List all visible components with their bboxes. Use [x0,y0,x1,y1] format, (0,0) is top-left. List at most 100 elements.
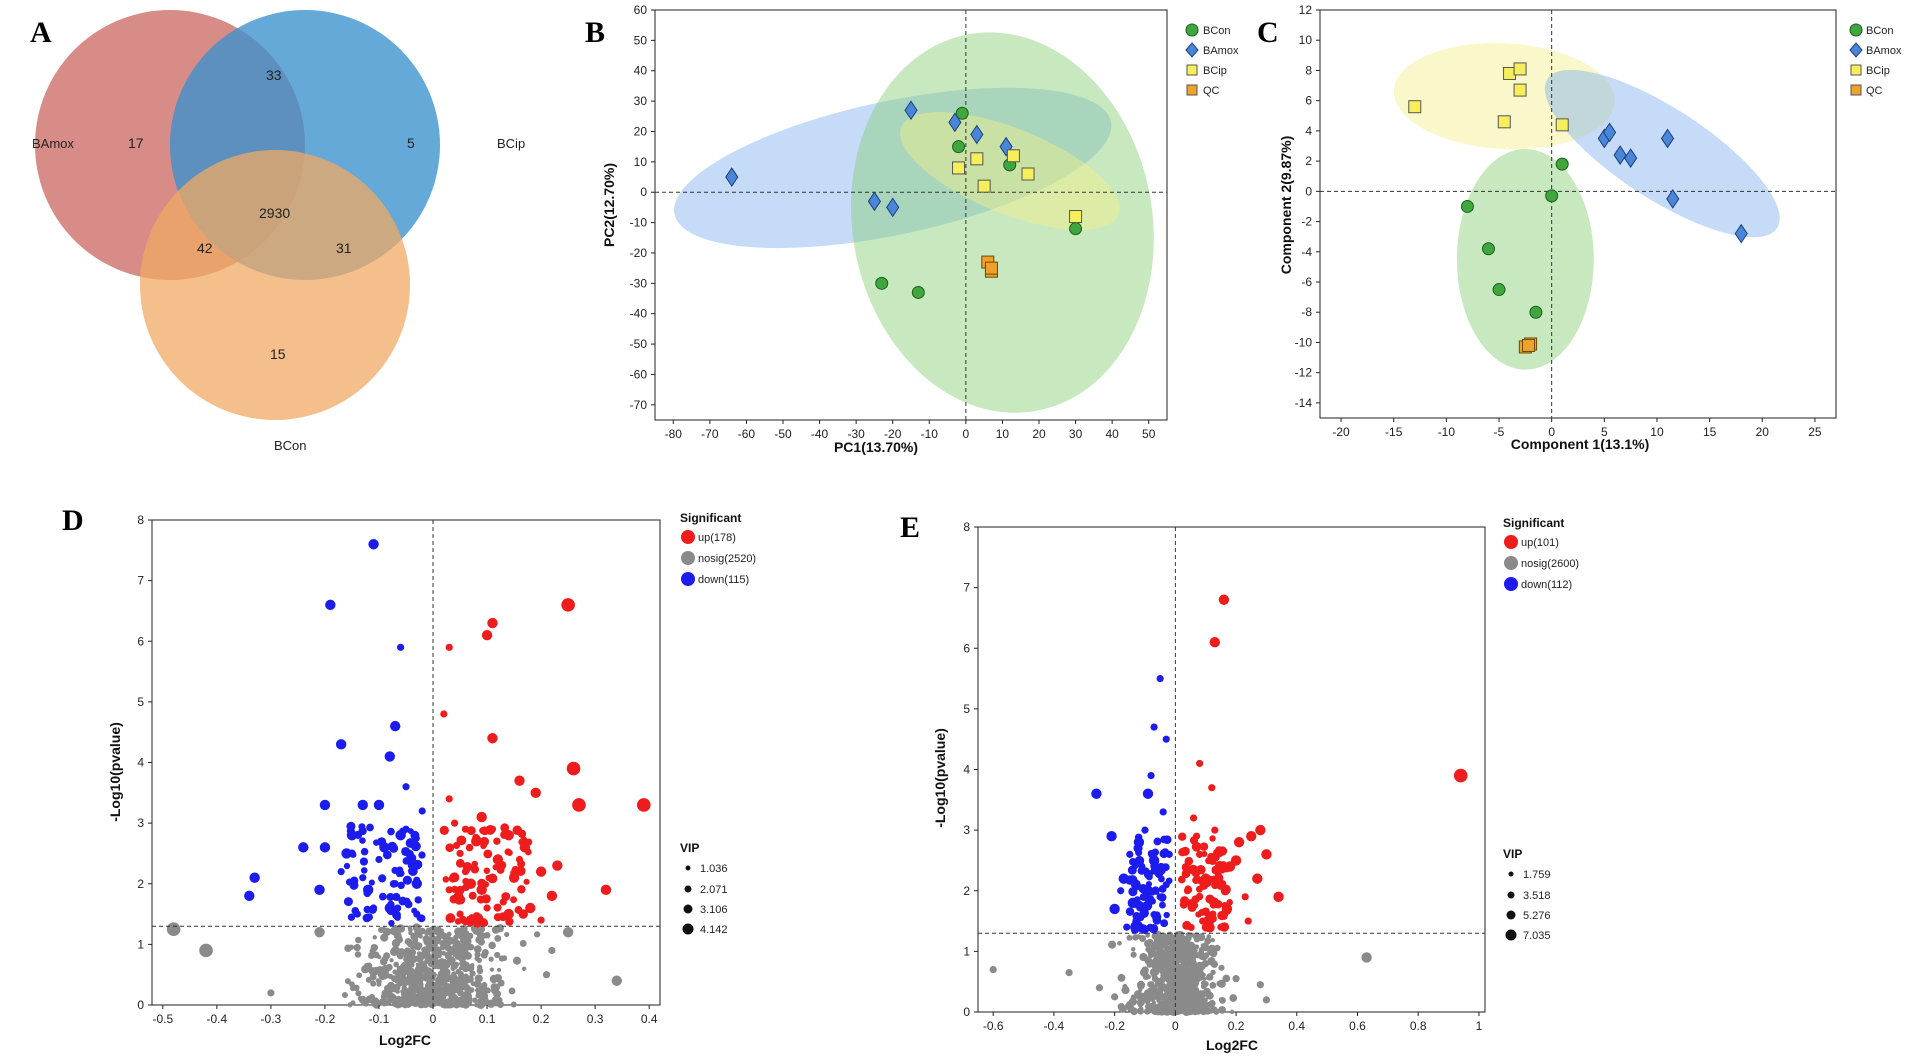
volcano-d-down-point [402,857,411,865]
volcano-e-up-point [1252,873,1263,884]
volcano-d-vip-marker-3 [683,904,693,914]
pca-x-tick-label: 50 [1142,427,1156,441]
panel-label-a: A [30,16,52,49]
volcano-d-nosig-point [410,932,419,941]
volcano-d-nosig-point [199,943,213,958]
volcano-e-nosig-point [989,965,997,974]
volcano-d-up-point [483,904,491,912]
volcano-d-down-point [393,904,402,912]
volcano-e-nosig-point [1130,1007,1138,1016]
volcano-e-nosig-point [1193,935,1201,943]
volcano-d-down-point [392,892,401,902]
volcano-d-up-point [449,872,460,883]
volcano-d-up-point [481,629,493,641]
volcano-d-nosig-point [497,967,502,972]
volcano-d-up-point [480,919,489,927]
pca-point-bcip [1069,210,1083,224]
volcano-e-down-point [1127,865,1137,875]
plsda-x-tick-label: 5 [1601,425,1608,439]
volcano-e-legend-label-nosig: nosig(2600) [1521,558,1579,570]
volcano-d-nosig-point [419,960,426,967]
panel-label-e: E [900,511,920,544]
volcano-d-nosig-point [491,999,496,1004]
volcano-e-nosig-point [1262,996,1271,1004]
volcano-e-x-tick-label: -0.2 [1104,1019,1125,1033]
volcano-d-down-point [373,839,380,846]
volcano-e-nosig-point [1149,984,1158,992]
volcano-d-nosig-point [436,930,443,936]
plsda-legend-marker-bcip [1850,64,1862,76]
volcano-e-legend-label-up: up(101) [1521,537,1559,549]
volcano-d-nosig-point [375,978,381,983]
volcano-e-nosig-point [1165,985,1172,993]
volcano-d-nosig-point [389,958,394,963]
volcano-e-up-point [1220,884,1231,895]
volcano-d-legend-marker-nosig [681,551,695,565]
volcano-e-nosig-point [1176,970,1183,977]
volcano-e-y-tick-label: 0 [963,1005,970,1019]
volcano-d-y-tick-label: 0 [137,998,144,1012]
volcano-e-up-point [1209,636,1221,648]
volcano-e-up-point [1453,768,1468,783]
volcano-e-nosig-point [1138,1006,1144,1012]
plsda-point-bamox [1624,148,1638,168]
venn-panel: A BAmox BCip BCon 17 5 15 33 42 31 2930 [30,10,525,453]
volcano-d-x-tick-label: -0.1 [369,1012,390,1026]
plsda-point-bcon [1529,305,1543,319]
volcano-e-nosig-point [1183,944,1193,953]
volcano-d-up-point [572,798,586,812]
volcano-d-nosig-point [393,961,399,968]
volcano-e-down-point [1126,850,1134,858]
volcano-d-down-point [363,905,371,914]
volcano-d-nosig-point [267,989,275,997]
volcano-d-up-point [465,843,474,852]
volcano-d-down-point [413,876,421,884]
volcano-d-down-point [410,841,421,852]
venn-count-bamox-bcon: 42 [197,240,213,256]
plsda-y-tick-label: -12 [1295,366,1313,380]
plsda-plot-area: -20 -15 -10 -5 0 5 10 15 20 25121086420-2-4-6-8-1… [1295,3,1837,439]
volcano-e-down-point [1158,893,1167,902]
volcano-d-nosig-point [548,946,556,955]
volcano-d-up-point [472,835,482,844]
volcano-d-down-point [345,878,353,886]
pca-point-bcip [952,161,966,175]
panel-label-d: D [62,504,84,537]
volcano-d-nosig-point [450,946,457,953]
volcano-d-nosig-point [354,951,362,958]
volcano-e-down-point [1139,892,1148,901]
pca-y-tick-label: -10 [630,216,648,230]
volcano-e-nosig-point [1148,959,1155,966]
volcano-e-nosig-point [1130,994,1137,1001]
volcano-d-down-point [398,896,408,906]
volcano-d-nosig-point [408,930,413,936]
volcano-e-up-point [1180,896,1190,906]
plsda-point-bcip [1497,115,1511,129]
volcano-e-up-point [1218,594,1230,605]
volcano-d-nosig-point [459,943,465,949]
volcano-e-nosig-point [1218,1006,1226,1014]
volcano-e-nosig-point [1160,955,1167,961]
volcano-d-vip-marker-2 [684,885,692,893]
volcano-e-nosig-point [1210,969,1216,976]
volcano-d-nosig-point [392,1001,400,1008]
volcano-d-nosig-point [542,971,551,979]
volcano-d-nosig-point [446,957,455,966]
volcano-d-nosig-point [438,1000,444,1006]
volcano-d-nosig-point [394,984,400,990]
volcano-d-nosig-point [430,944,438,952]
volcano-d-x-tick-label: 0.4 [641,1012,658,1026]
pca-y-tick-label: 40 [634,64,648,78]
volcano-d-down-point [407,828,414,835]
volcano-d-up-point [600,884,612,896]
pca-y-tick-label: -50 [630,337,648,351]
volcano-d-nosig-point [447,986,454,994]
volcano-d-down-point [348,849,356,858]
volcano-d-nosig-point [417,972,423,979]
volcano-d-up-point [470,865,480,874]
pca-point-bcip [970,152,984,166]
volcano-e-nosig-point [1154,992,1159,997]
volcano-e-vip-label-4: 7.035 [1523,930,1551,942]
volcano-e-up-point [1184,885,1192,893]
volcano-e-x-tick-label: 0.6 [1349,1019,1366,1033]
